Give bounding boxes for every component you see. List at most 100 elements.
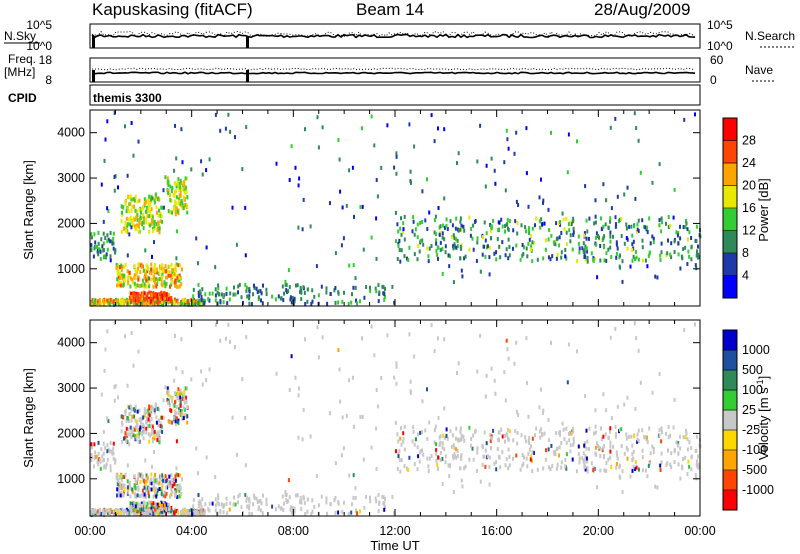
velocity-echo	[171, 489, 173, 494]
power-echo	[365, 285, 368, 289]
velocity-echo	[156, 492, 159, 496]
power-echo	[178, 182, 181, 187]
power-echo	[459, 244, 462, 249]
velocity-echo	[673, 449, 676, 454]
power-echo	[123, 280, 125, 285]
power-echo	[178, 187, 181, 192]
velocity-echo	[583, 441, 586, 446]
velocity-echo	[175, 366, 178, 371]
power-echo	[137, 139, 140, 144]
velocity-echo	[181, 411, 184, 416]
power-echo	[132, 153, 135, 158]
velocity-echo	[125, 419, 128, 424]
velocity-echo	[159, 429, 162, 434]
velocity-echo	[433, 349, 436, 354]
colorbar-tick-label: 16	[742, 201, 756, 215]
power-echo	[129, 222, 131, 227]
velocity-echo	[114, 384, 117, 389]
power-echo	[253, 283, 255, 288]
power-echo	[116, 277, 119, 282]
velocity-echo	[179, 400, 182, 405]
power-echo	[540, 217, 543, 222]
velocity-echo	[530, 454, 533, 459]
velocity-echo	[512, 456, 514, 461]
velocity-echo	[150, 487, 153, 492]
velocity-echo	[460, 437, 463, 442]
power-echo	[94, 240, 97, 245]
velocity-echo	[558, 445, 561, 450]
velocity-echo	[178, 485, 181, 490]
power-echo	[447, 253, 450, 258]
velocity-echo	[304, 512, 307, 516]
power-echo	[572, 219, 575, 224]
power-echo	[421, 189, 424, 194]
power-echo	[525, 126, 528, 131]
velocity-echo	[695, 434, 698, 439]
velocity-echo	[255, 496, 258, 501]
velocity-echo	[396, 467, 399, 471]
power-echo	[615, 242, 618, 247]
velocity-echo	[684, 435, 687, 440]
power-echo	[181, 201, 184, 206]
power-echo	[673, 250, 676, 254]
power-echo	[685, 218, 687, 223]
power-echo	[188, 302, 190, 307]
velocity-echo	[400, 458, 403, 463]
velocity-echo	[513, 361, 516, 366]
velocity-echo	[679, 434, 681, 439]
power-echo	[124, 262, 127, 267]
velocity-echo	[652, 446, 655, 451]
power-echo	[414, 227, 417, 232]
velocity-echo	[408, 455, 411, 460]
velocity-echo	[173, 482, 176, 486]
velocity-echo	[686, 437, 689, 442]
velocity-echo	[485, 373, 488, 378]
velocity-echo	[320, 494, 323, 499]
power-echo	[166, 268, 169, 273]
power-echo	[183, 179, 186, 184]
velocity-echo	[516, 441, 519, 446]
velocity-echo	[605, 461, 608, 466]
velocity-echo	[660, 439, 663, 444]
power-echo	[167, 179, 170, 184]
velocity-echo	[417, 454, 420, 459]
power-echo	[690, 257, 693, 262]
velocity-echo	[369, 495, 371, 500]
velocity-echo	[646, 474, 649, 479]
power-echo	[139, 302, 142, 307]
velocity-echo	[498, 430, 501, 435]
power-echo	[129, 194, 132, 199]
velocity-echo	[677, 462, 680, 467]
velocity-echo	[133, 407, 135, 412]
power-echo	[156, 301, 159, 306]
power-echo	[149, 299, 152, 304]
power-echo	[138, 224, 140, 229]
velocity-echo	[400, 442, 403, 447]
velocity-echo	[526, 464, 529, 469]
power-echo	[106, 119, 109, 124]
velocity-echo	[439, 434, 442, 439]
power-echo	[443, 237, 446, 242]
velocity-echo	[503, 370, 506, 375]
power-echo	[162, 268, 165, 273]
velocity-echo	[245, 498, 248, 503]
velocity-echo	[201, 382, 204, 387]
velocity-echo	[127, 404, 130, 409]
power-echo	[313, 294, 316, 299]
power-echo	[136, 299, 139, 304]
velocity-echo	[141, 432, 144, 437]
velocity-echo	[402, 437, 405, 442]
power-echo	[186, 210, 189, 215]
velocity-echo	[133, 511, 136, 516]
power-echo	[170, 189, 173, 193]
colorbar-segment	[723, 330, 737, 351]
power-echo	[197, 301, 200, 306]
velocity-echo	[162, 512, 165, 517]
power-echo	[152, 284, 155, 289]
power-echo	[113, 175, 116, 179]
power-echo	[100, 301, 103, 306]
power-echo	[526, 254, 529, 259]
velocity-echo	[139, 425, 142, 430]
velocity-echo	[128, 480, 131, 485]
velocity-echo	[370, 324, 373, 329]
